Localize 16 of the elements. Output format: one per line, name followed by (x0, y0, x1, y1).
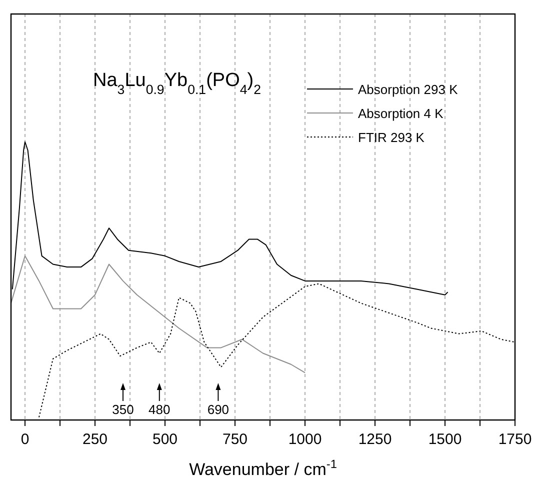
x-tick-label: 1500 (428, 431, 462, 448)
ref-line-label: 690 (207, 402, 230, 417)
x-axis-title: Wavenumber / cm$^{-1}$ (189, 457, 338, 479)
legend-label: Absorption 4 K (358, 106, 444, 121)
x-tick-label: 1250 (358, 431, 392, 448)
x-tick-label: 500 (152, 431, 178, 448)
x-tick-label: 1750 (498, 431, 532, 448)
x-tick-label: 250 (82, 431, 108, 448)
legend-label: FTIR 293 K (358, 130, 425, 145)
x-tick-label: 750 (222, 431, 248, 448)
ref-line-label: 350 (112, 402, 134, 417)
legend-label: Absorption 293 K (358, 82, 458, 97)
ref-line-label: 480 (148, 402, 170, 417)
chart-title: Na$_{3}$Lu$_{0.9}$Yb$_{0.1}$(PO$_{4}$)$_{2}$ (93, 70, 262, 96)
x-tick-label: 0 (20, 431, 30, 448)
x-tick-label: 1000 (288, 431, 322, 448)
